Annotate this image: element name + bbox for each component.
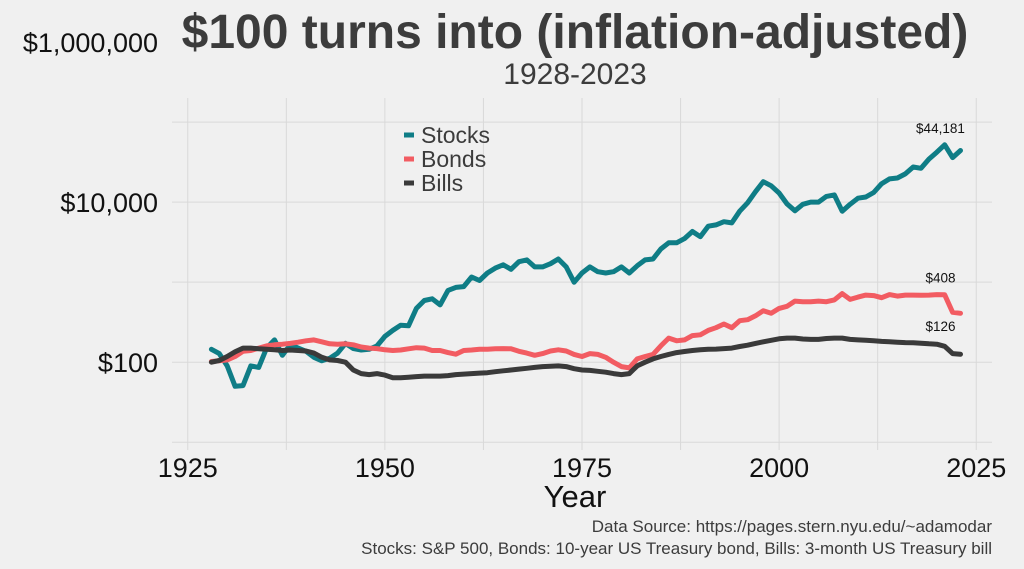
series-line-stocks: [208, 142, 963, 389]
x-tick-label: 1925: [158, 453, 218, 483]
legend-entry-stocks: Stocks: [421, 122, 490, 148]
x-tick-label: 2000: [749, 453, 809, 483]
series-lines: [208, 142, 963, 389]
end-label-bonds: $408: [925, 271, 955, 286]
data-description-text: Stocks: S&P 500, Bonds: 10-year US Treas…: [361, 539, 992, 558]
series-line-bills: [208, 335, 963, 381]
series-end-labels: $44,181 $408 $126: [916, 121, 965, 334]
chart-title: $100 turns into (inflation-adjusted): [182, 6, 969, 59]
y-tick-label: $1,000,000: [23, 28, 158, 58]
end-label-stocks: $44,181: [916, 121, 965, 136]
legend-entry-bills: Bills: [421, 170, 463, 196]
y-axis-ticks: $100 $10,000 $1,000,000: [23, 28, 158, 378]
y-tick-label: $100: [98, 348, 158, 378]
legend-entry-bonds: Bonds: [421, 146, 486, 172]
x-axis-label: Year: [544, 479, 607, 514]
end-label-bills: $126: [925, 319, 955, 334]
data-source-text: Data Source: https://pages.stern.nyu.edu…: [592, 517, 993, 536]
grid-lines: [172, 98, 992, 450]
x-tick-label: 2025: [946, 453, 1006, 483]
x-tick-label: 1975: [552, 453, 612, 483]
y-tick-label: $10,000: [60, 188, 158, 218]
x-tick-label: 1950: [355, 453, 415, 483]
series-line-bonds: [208, 291, 963, 371]
x-axis-ticks: 1925 1950 1975 2000 2025: [158, 453, 1007, 483]
chart-subtitle: 1928-2023: [503, 58, 646, 91]
